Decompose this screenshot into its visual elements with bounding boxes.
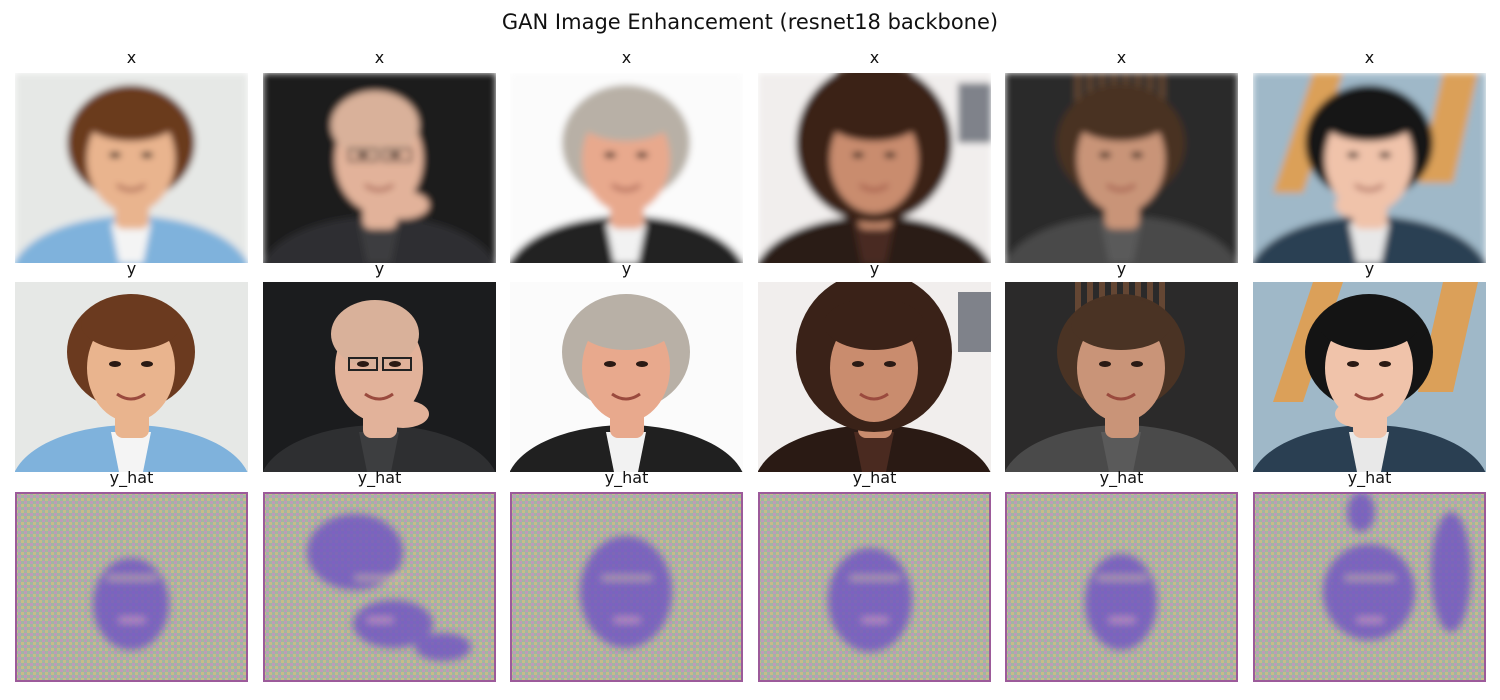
subplot-title-y-hat: y_hat: [604, 468, 649, 487]
subplot-title-x: x: [374, 48, 385, 67]
figure-title: GAN Image Enhancement (resnet18 backbone…: [501, 10, 999, 34]
subplot-title-x: x: [621, 48, 632, 67]
subplot-title-x: x: [1364, 48, 1375, 67]
sharp-face-image: [1005, 282, 1238, 472]
sharp-face-image: [510, 282, 743, 472]
generated-face-image: [15, 492, 248, 682]
blurry-face-image: [758, 73, 991, 263]
subplot-title-y-hat: y_hat: [357, 468, 402, 487]
subplot-title-y: y: [374, 259, 385, 278]
sharp-face-image: [263, 282, 496, 472]
subplot-title-y: y: [1364, 259, 1375, 278]
blurry-face-image: [1253, 73, 1486, 263]
generated-face-image: [263, 492, 496, 682]
subplot-title-x: x: [126, 48, 137, 67]
generated-face-image: [510, 492, 743, 682]
subplot-title-y: y: [869, 259, 880, 278]
sharp-face-image: [1253, 282, 1486, 472]
generated-face-image: [1005, 492, 1238, 682]
blurry-face-image: [263, 73, 496, 263]
subplot-title-y-hat: y_hat: [852, 468, 897, 487]
blurry-face-image: [510, 73, 743, 263]
subplot-title-y: y: [1116, 259, 1127, 278]
subplot-title-y-hat: y_hat: [1099, 468, 1144, 487]
subplot-title-y-hat: y_hat: [109, 468, 154, 487]
subplot-title-x: x: [869, 48, 880, 67]
sharp-face-image: [15, 282, 248, 472]
generated-face-image: [1253, 492, 1486, 682]
sharp-face-image: [758, 282, 991, 472]
subplot-title-y: y: [621, 259, 632, 278]
generated-face-image: [758, 492, 991, 682]
subplot-title-x: x: [1116, 48, 1127, 67]
blurry-face-image: [15, 73, 248, 263]
subplot-title-y-hat: y_hat: [1347, 468, 1392, 487]
blurry-face-image: [1005, 73, 1238, 263]
subplot-title-y: y: [126, 259, 137, 278]
